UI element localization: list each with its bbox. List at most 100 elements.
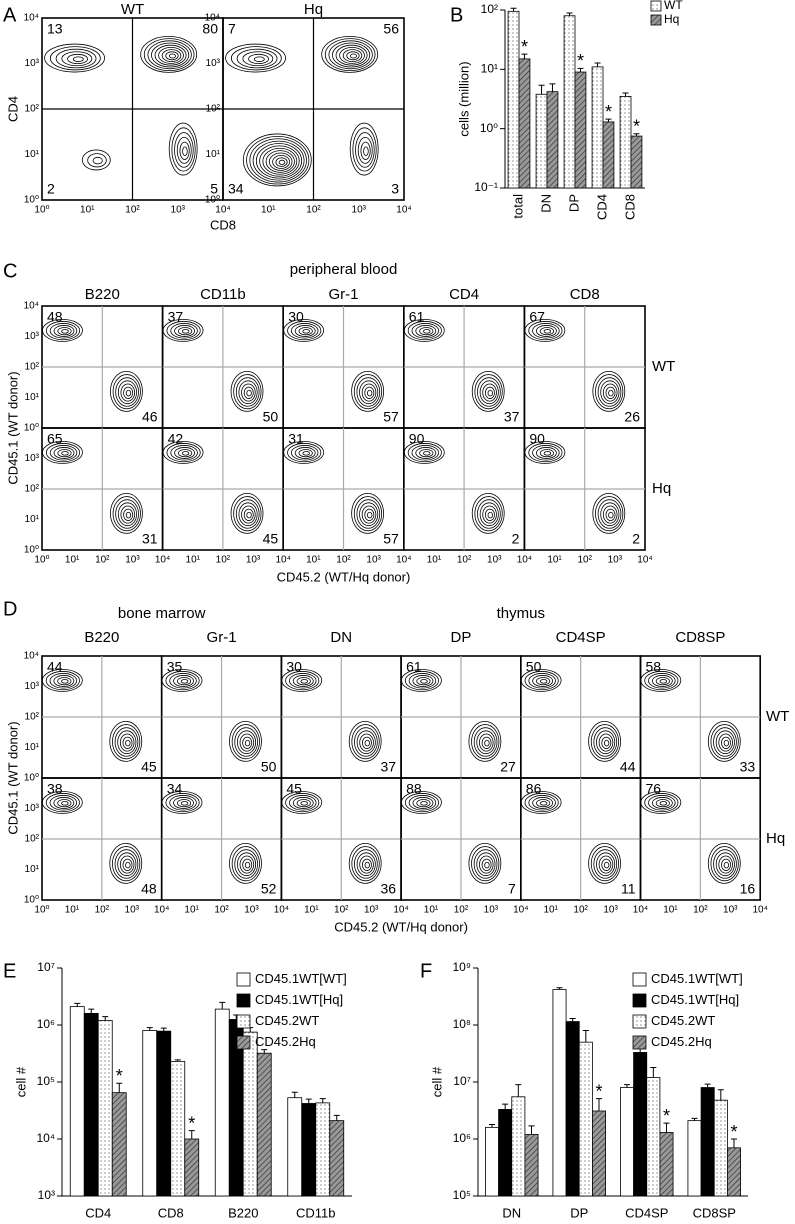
contour bbox=[366, 511, 373, 519]
quadrant-value: 37 bbox=[381, 759, 397, 775]
y-tick-label: 10⁻¹ bbox=[474, 180, 498, 194]
error-bar bbox=[663, 1122, 670, 1133]
contour bbox=[44, 43, 105, 73]
y-tick-label: 10⁶ bbox=[37, 1017, 55, 1031]
quadrant-value: 65 bbox=[47, 431, 63, 447]
error-bar bbox=[174, 1059, 181, 1062]
contour bbox=[596, 730, 616, 755]
quadrant-value: 50 bbox=[526, 659, 542, 675]
contour bbox=[335, 44, 368, 66]
contour bbox=[539, 801, 548, 806]
error-bar bbox=[556, 987, 563, 990]
y-tick-label: 10⁵ bbox=[453, 1188, 471, 1202]
contour bbox=[723, 739, 730, 747]
quadrant-value: 34 bbox=[167, 781, 183, 797]
contour bbox=[147, 40, 192, 70]
contour bbox=[112, 846, 141, 882]
contour bbox=[165, 51, 179, 61]
contour bbox=[357, 136, 373, 164]
error-bar bbox=[549, 83, 556, 92]
contour bbox=[351, 370, 385, 412]
quadrant-value: 34 bbox=[228, 181, 244, 197]
x-tick-label: 10³ bbox=[603, 905, 618, 916]
error-bar bbox=[717, 1089, 724, 1101]
x-tick-label: 10³ bbox=[125, 905, 140, 916]
panel-letter: A bbox=[3, 4, 17, 26]
contour bbox=[416, 799, 431, 808]
contour bbox=[53, 325, 75, 337]
quadrant-value: 50 bbox=[263, 409, 279, 425]
contour bbox=[168, 53, 176, 59]
bar bbox=[535, 93, 548, 189]
contour bbox=[117, 502, 137, 527]
x-tick-label: 10³ bbox=[171, 205, 186, 216]
contour bbox=[593, 849, 618, 879]
contour bbox=[117, 730, 137, 755]
contour bbox=[290, 445, 319, 461]
contour bbox=[416, 677, 431, 686]
quadrant-value: 50 bbox=[261, 759, 277, 775]
quadrant-value: 36 bbox=[381, 881, 397, 897]
error-bar bbox=[569, 1018, 576, 1022]
contour bbox=[484, 386, 495, 399]
contour bbox=[238, 380, 258, 405]
contour bbox=[166, 321, 201, 341]
x-tick-label: 10¹ bbox=[424, 905, 439, 916]
error-bar bbox=[521, 53, 528, 59]
contour bbox=[285, 671, 320, 691]
contour bbox=[354, 727, 378, 757]
x-tick-label: 10⁴ bbox=[752, 905, 767, 916]
quadrant-value: 26 bbox=[624, 409, 640, 425]
contour bbox=[364, 861, 370, 869]
legend-label: CD45.2WT bbox=[255, 1013, 319, 1028]
contour bbox=[593, 727, 618, 757]
contour bbox=[420, 801, 428, 806]
error-bar bbox=[624, 1084, 631, 1088]
contour bbox=[298, 327, 313, 336]
contour bbox=[57, 799, 72, 808]
x-tick-label: 10³ bbox=[366, 555, 381, 566]
x-tick-label: 10¹ bbox=[547, 555, 562, 566]
contour bbox=[355, 132, 375, 168]
quadrant-value: 33 bbox=[740, 759, 756, 775]
bar bbox=[552, 989, 567, 1197]
contour bbox=[53, 447, 75, 459]
y-tick-label: 10² bbox=[25, 484, 40, 495]
row-label: Hq bbox=[766, 830, 785, 847]
contour bbox=[468, 721, 502, 762]
contour bbox=[123, 386, 134, 399]
quadrant-value: 2 bbox=[47, 181, 55, 197]
contour bbox=[600, 502, 620, 527]
x-tick-label: 10¹ bbox=[80, 205, 95, 216]
y-tick-label: 10² bbox=[25, 834, 40, 845]
legend-swatch bbox=[236, 972, 251, 987]
quadrant-value: 27 bbox=[500, 759, 516, 775]
error-bar bbox=[650, 1066, 657, 1078]
contour bbox=[536, 325, 557, 337]
contour bbox=[590, 846, 620, 882]
legend-swatch bbox=[236, 1035, 251, 1050]
significance-mark: * bbox=[577, 51, 584, 71]
error-bar bbox=[502, 1103, 509, 1110]
x-tick-label: 10² bbox=[454, 905, 469, 916]
legend-swatch bbox=[236, 993, 251, 1008]
x-tick-label: 10⁴ bbox=[393, 905, 408, 916]
contour bbox=[236, 852, 257, 877]
x-tick-label: total bbox=[510, 194, 525, 219]
contour bbox=[528, 321, 563, 341]
quadrant-value: 80 bbox=[202, 21, 218, 37]
contour bbox=[332, 42, 371, 68]
x-tick-label: 10³ bbox=[246, 555, 261, 566]
error-bar bbox=[305, 1098, 312, 1104]
contour bbox=[408, 795, 437, 811]
legend-label: CD45.1WT[WT] bbox=[255, 971, 347, 986]
contour bbox=[655, 677, 670, 686]
row-label: WT bbox=[766, 708, 789, 725]
bar bbox=[69, 1006, 85, 1197]
contour bbox=[588, 721, 621, 762]
contour bbox=[49, 795, 78, 811]
significance-mark: * bbox=[116, 1066, 123, 1086]
contour bbox=[419, 449, 434, 458]
quadrant-value: 7 bbox=[508, 881, 516, 897]
contour bbox=[243, 508, 254, 521]
